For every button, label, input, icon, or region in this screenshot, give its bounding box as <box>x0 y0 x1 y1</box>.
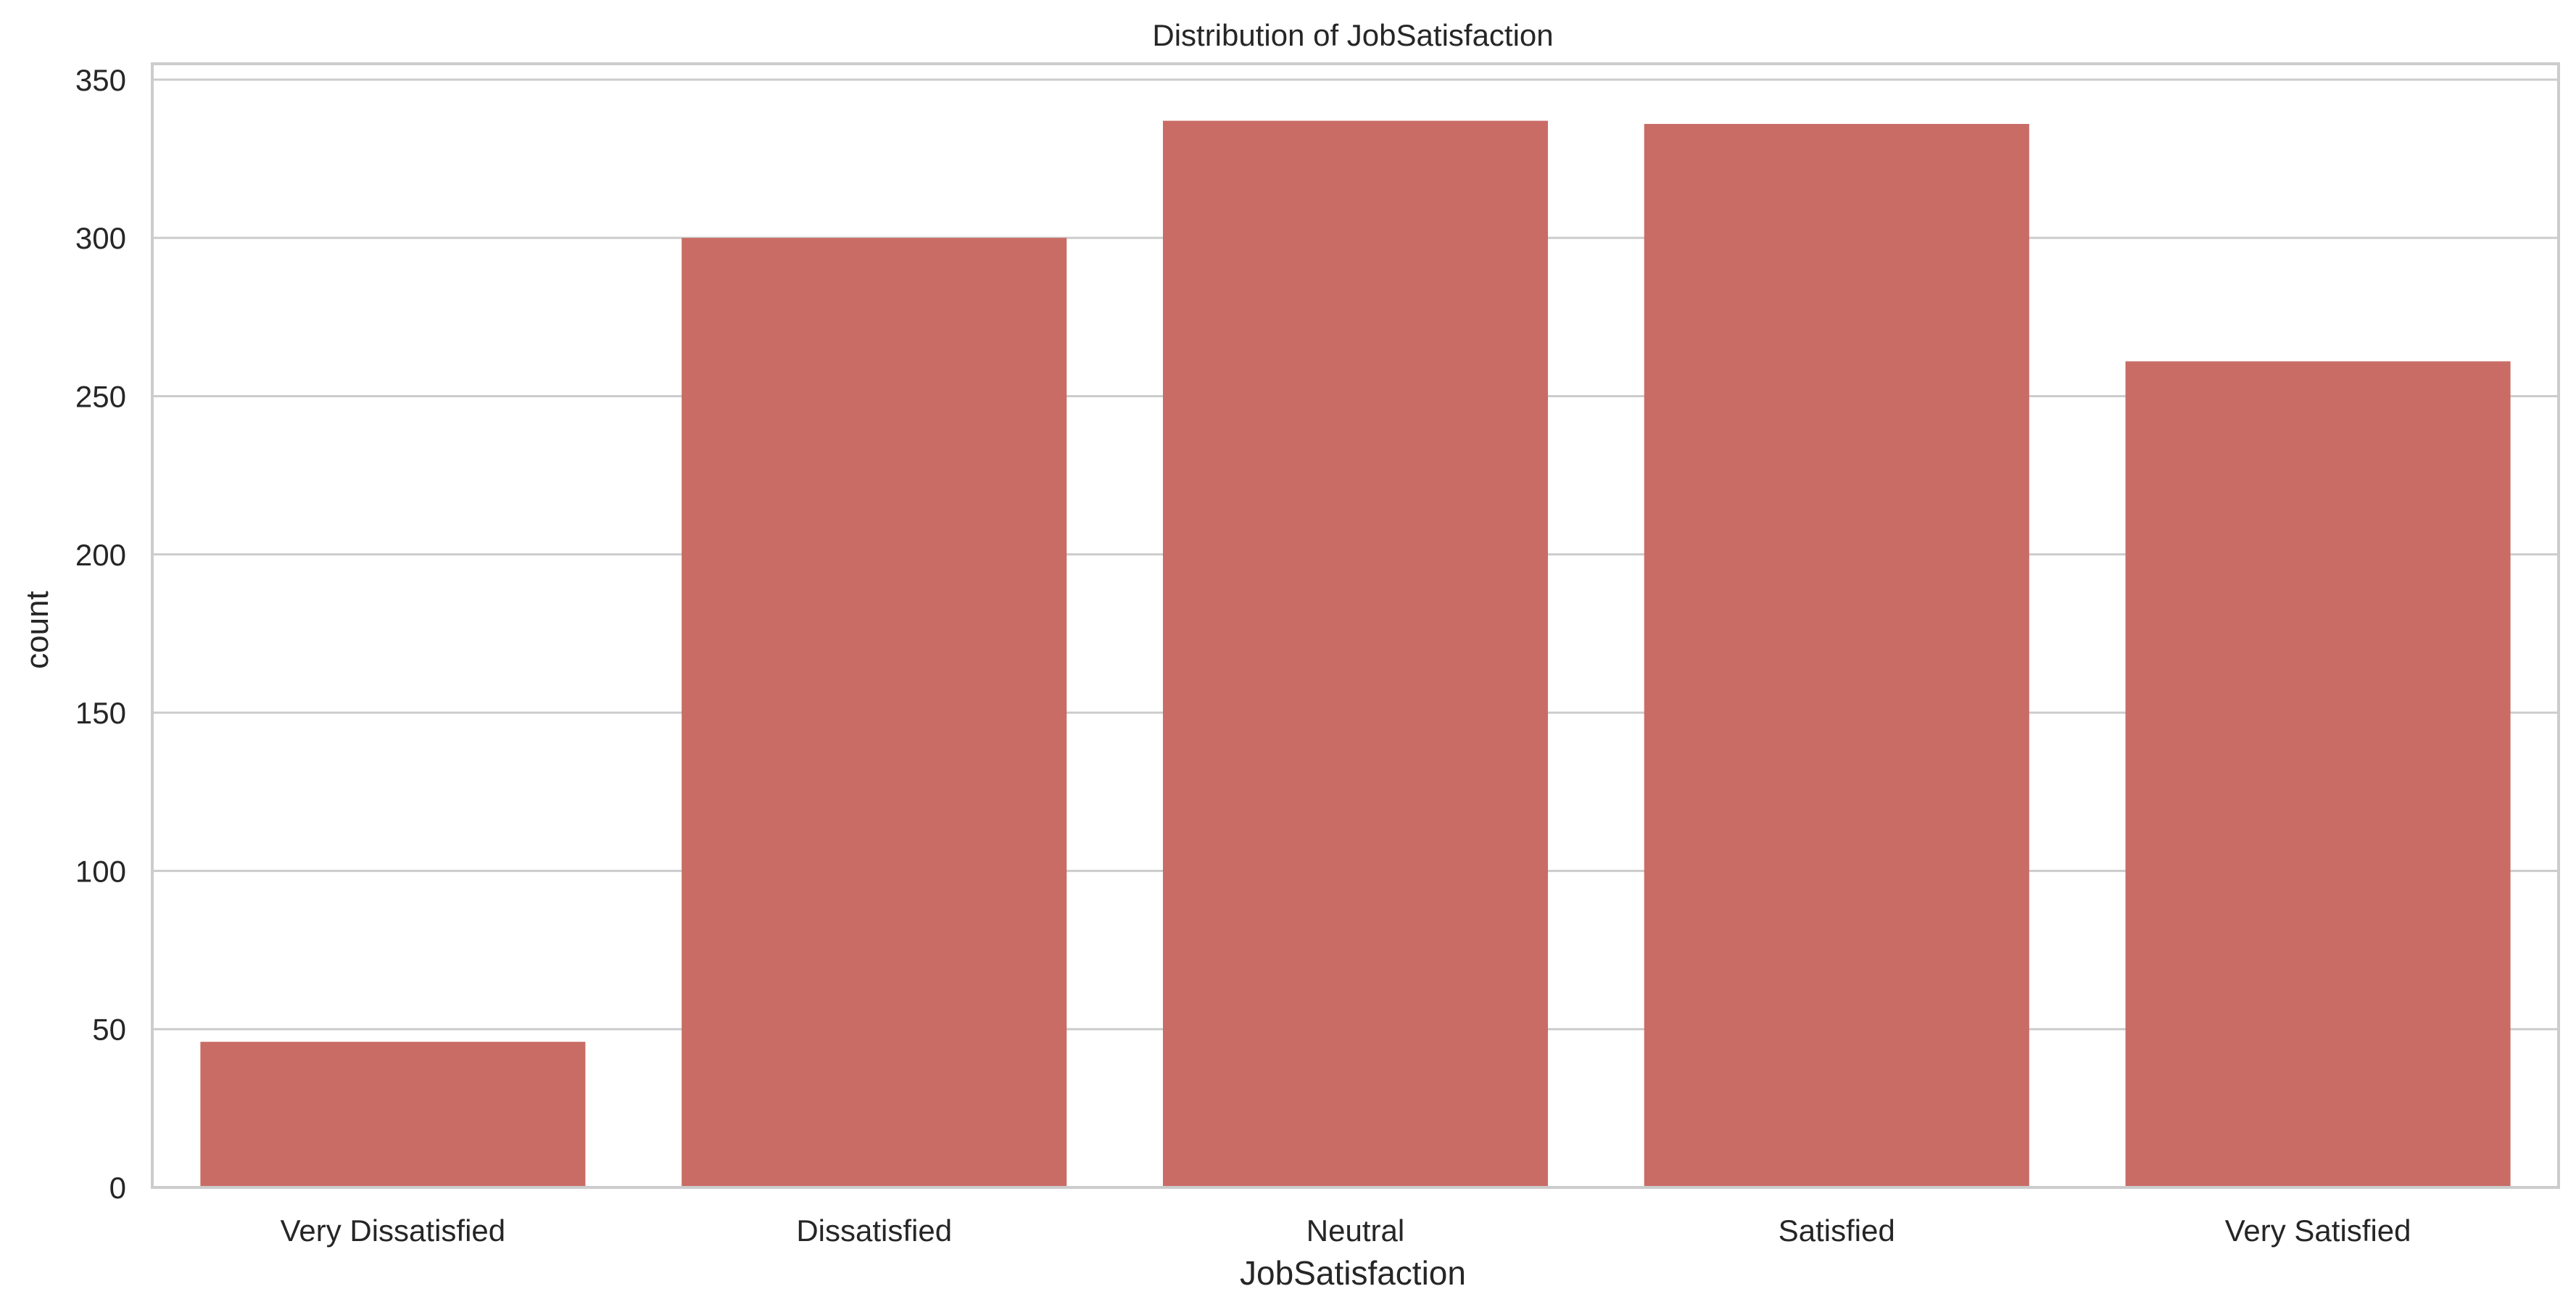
x-tick-label: Satisfied <box>1778 1214 1895 1248</box>
y-tick-label: 200 <box>75 538 126 572</box>
x-tick-label: Neutral <box>1306 1214 1404 1248</box>
bar-satisfied <box>1644 123 2029 1187</box>
y-tick-label: 350 <box>75 63 126 97</box>
y-tick-labels: 0 50 100 150 200 250 300 350 <box>75 63 126 1205</box>
bar-very-satisfied <box>2125 361 2511 1187</box>
bar-dissatisfied <box>682 238 1067 1187</box>
y-tick-label: 250 <box>75 379 126 413</box>
bars <box>200 120 2511 1187</box>
y-tick-label: 0 <box>109 1171 126 1205</box>
x-tick-labels: Very Dissatisfied Dissatisfied Neutral Sati… <box>281 1214 2411 1248</box>
bar-neutral <box>1162 120 1549 1187</box>
x-tick-label: Dissatisfied <box>796 1214 952 1248</box>
y-axis-label: count <box>20 591 55 669</box>
bar-very-dissatisfied <box>200 1042 586 1187</box>
y-tick-label: 150 <box>75 696 126 730</box>
x-axis-label: JobSatisfaction <box>1240 1254 1466 1292</box>
axes-frame <box>151 62 2560 1189</box>
x-tick-label: Very Satisfied <box>2225 1214 2411 1248</box>
chart-title: Distribution of JobSatisfaction <box>1152 18 1553 52</box>
y-tick-label: 100 <box>75 854 126 888</box>
y-tick-label: 300 <box>75 221 126 255</box>
y-tick-label: 50 <box>92 1013 126 1047</box>
x-tick-label: Very Dissatisfied <box>281 1214 505 1248</box>
axes-spines <box>151 62 2560 1189</box>
